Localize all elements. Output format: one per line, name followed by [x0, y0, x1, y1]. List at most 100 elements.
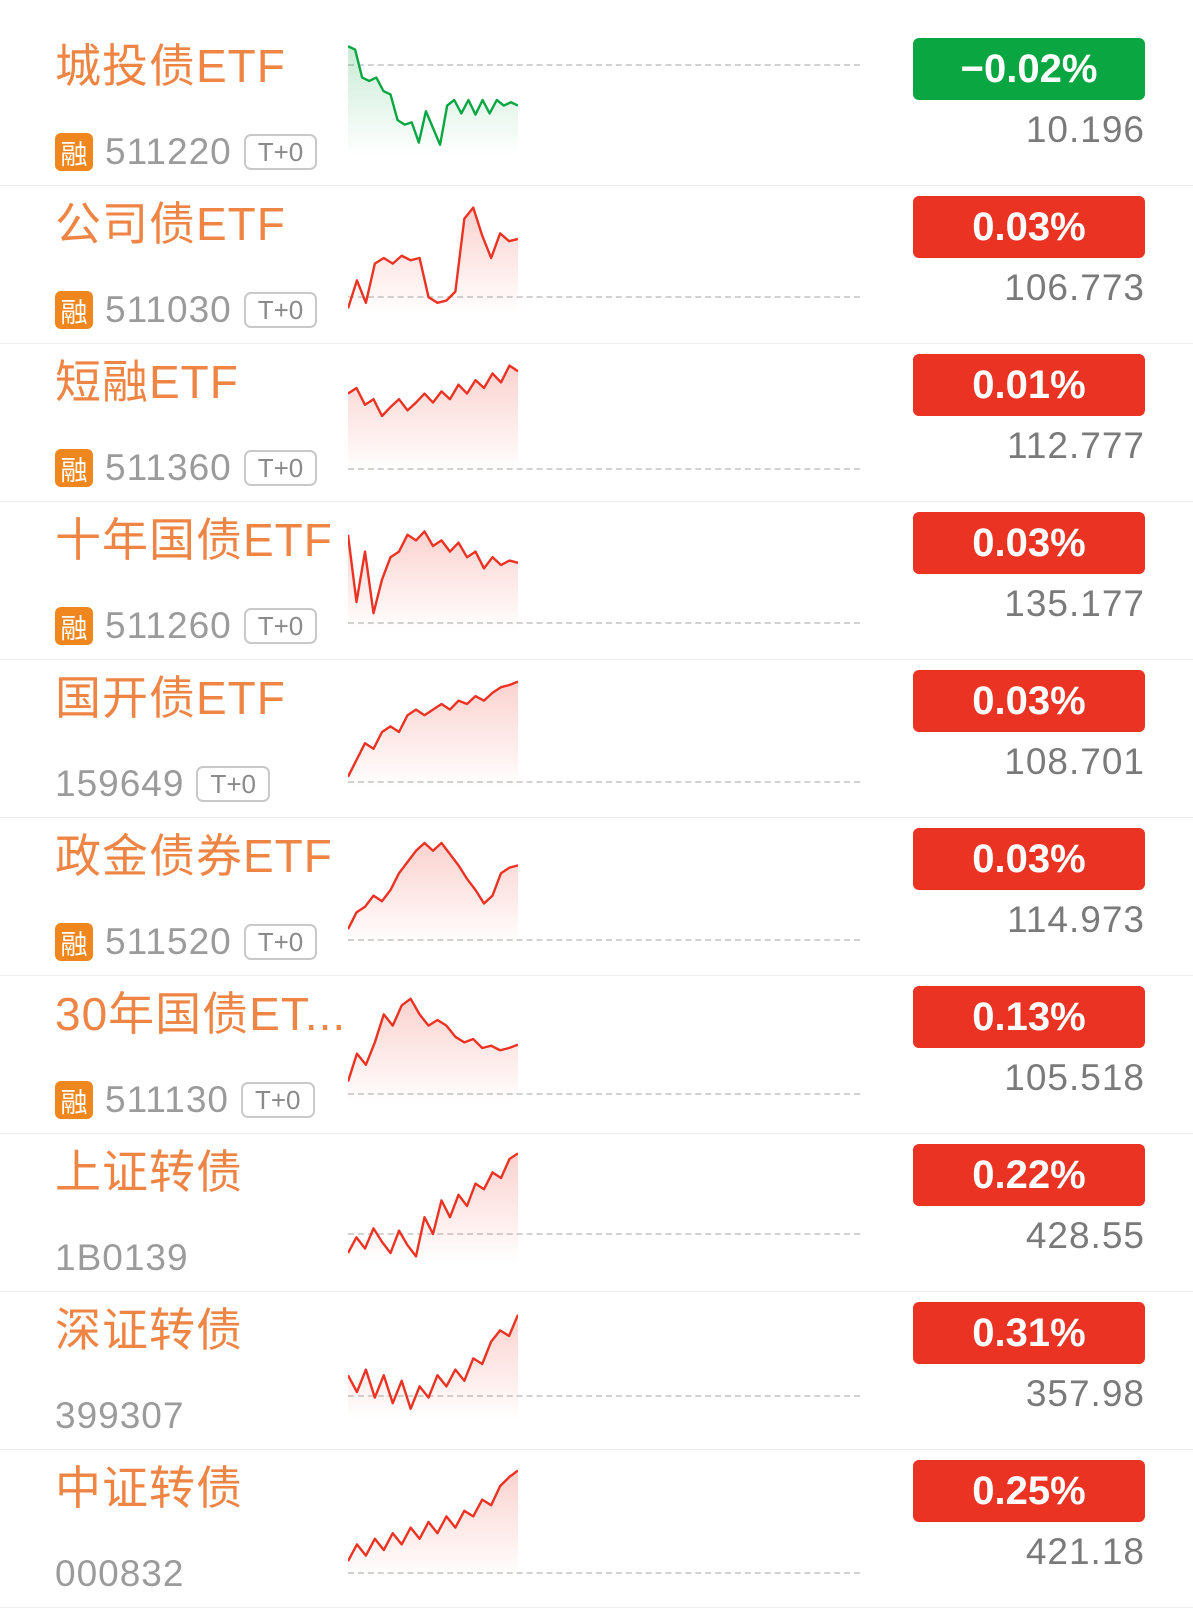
- t0-tag: T+0: [196, 765, 270, 803]
- etf-list-item[interactable]: 上证转债 1B0139 0.22% 428.55: [0, 1134, 1193, 1292]
- quote-block: 0.25% 421.18: [913, 1460, 1145, 1573]
- sparkline-area: [348, 660, 860, 817]
- etf-code: 511520: [105, 921, 232, 962]
- etf-list-item[interactable]: 短融ETF 融 511360 T+0 0.01% 112.777: [0, 344, 1193, 502]
- etf-list-item[interactable]: 30年国债ET... 融 511130 T+0 0.13% 105.518: [0, 976, 1193, 1134]
- etf-name: 政金债券ETF: [55, 830, 333, 882]
- change-badge[interactable]: 0.31%: [913, 1302, 1145, 1364]
- quote-block: 0.03% 106.773: [913, 196, 1145, 309]
- margin-badge: 融: [55, 923, 93, 961]
- sparkline-chart: [348, 202, 518, 314]
- quote-block: 0.03% 114.973: [913, 828, 1145, 941]
- t0-tag: T+0: [243, 133, 318, 171]
- etf-code: 000832: [55, 1553, 185, 1594]
- sparkline-area: [348, 1134, 860, 1291]
- margin-badge: 融: [55, 291, 93, 329]
- price-value: 108.701: [1004, 741, 1145, 782]
- etf-list-item[interactable]: 深证转债 399307 0.31% 357.98: [0, 1292, 1193, 1450]
- quote-block: −0.02% 10.196: [913, 38, 1145, 151]
- baseline-dash-line: [348, 1233, 860, 1235]
- etf-meta: 融 511130 T+0: [55, 1079, 315, 1121]
- quote-block: 0.03% 135.177: [913, 512, 1145, 625]
- sparkline-area: [348, 1450, 860, 1607]
- etf-list-item[interactable]: 十年国债ETF 融 511260 T+0 0.03% 135.177: [0, 502, 1193, 660]
- etf-meta: 1B0139: [55, 1237, 189, 1279]
- baseline-dash-line: [348, 622, 860, 624]
- etf-meta: 融 511360 T+0: [55, 447, 318, 489]
- sparkline-area: [348, 976, 860, 1133]
- price-value: 112.777: [1007, 425, 1145, 466]
- quote-block: 0.03% 108.701: [913, 670, 1145, 783]
- margin-badge: 融: [55, 133, 93, 171]
- price-value: 421.18: [1025, 1531, 1145, 1572]
- etf-code: 1B0139: [55, 1237, 189, 1278]
- margin-badge: 融: [55, 607, 93, 645]
- etf-code: 511130: [105, 1079, 229, 1120]
- etf-list-item[interactable]: 公司债ETF 融 511030 T+0 0.03% 106.773: [0, 186, 1193, 344]
- baseline-dash-line: [348, 1572, 860, 1574]
- change-badge[interactable]: 0.01%: [913, 354, 1145, 416]
- etf-meta: 159649 T+0: [55, 763, 270, 805]
- price-value: 114.973: [1007, 899, 1145, 940]
- etf-list-item[interactable]: 城投债ETF 融 511220 T+0 −0.02% 10.196: [0, 28, 1193, 186]
- etf-meta: 融 511260 T+0: [55, 605, 318, 647]
- etf-name: 短融ETF: [55, 356, 239, 408]
- baseline-dash-line: [348, 468, 860, 470]
- change-badge[interactable]: 0.03%: [913, 512, 1145, 574]
- price-value: 135.177: [1004, 583, 1145, 624]
- sparkline-chart: [348, 992, 518, 1104]
- etf-list-item[interactable]: 国开债ETF 159649 T+0 0.03% 108.701: [0, 660, 1193, 818]
- price-value: 428.55: [1025, 1215, 1145, 1256]
- sparkline-area: [348, 344, 860, 501]
- sparkline-chart: [348, 676, 518, 788]
- etf-name: 中证转债: [55, 1462, 243, 1514]
- change-badge[interactable]: −0.02%: [913, 38, 1145, 100]
- quote-block: 0.13% 105.518: [913, 986, 1145, 1099]
- sparkline-chart: [348, 518, 518, 630]
- baseline-dash-line: [348, 1093, 860, 1095]
- etf-list-item[interactable]: 政金债券ETF 融 511520 T+0 0.03% 114.973: [0, 818, 1193, 976]
- change-badge[interactable]: 0.03%: [913, 196, 1145, 258]
- sparkline-chart: [348, 44, 518, 156]
- change-badge[interactable]: 0.22%: [913, 1144, 1145, 1206]
- etf-meta: 000832: [55, 1553, 184, 1595]
- price-value: 357.98: [1025, 1373, 1145, 1414]
- sparkline-chart: [348, 1466, 518, 1578]
- sparkline-chart: [348, 1150, 518, 1262]
- baseline-dash-line: [348, 1395, 860, 1397]
- baseline-dash-line: [348, 939, 860, 941]
- baseline-dash-line: [348, 296, 860, 298]
- quote-block: 0.22% 428.55: [913, 1144, 1145, 1257]
- etf-list-item[interactable]: 中证转债 000832 0.25% 421.18: [0, 1450, 1193, 1608]
- price-value: 105.518: [1004, 1057, 1145, 1098]
- sparkline-area: [348, 186, 860, 343]
- baseline-dash-line: [348, 781, 860, 783]
- price-value: 106.773: [1004, 267, 1145, 308]
- t0-tag: T+0: [240, 1081, 315, 1119]
- etf-name: 上证转债: [55, 1146, 243, 1198]
- etf-meta: 399307: [55, 1395, 184, 1437]
- etf-meta: 融 511220 T+0: [55, 131, 318, 173]
- change-badge[interactable]: 0.03%: [913, 828, 1145, 890]
- etf-code: 511030: [105, 289, 232, 330]
- etf-code: 511260: [105, 605, 232, 646]
- margin-badge: 融: [55, 449, 93, 487]
- etf-code: 399307: [55, 1395, 185, 1436]
- change-badge[interactable]: 0.25%: [913, 1460, 1145, 1522]
- etf-name: 城投债ETF: [55, 40, 286, 92]
- etf-code: 511220: [105, 131, 232, 172]
- sparkline-chart: [348, 834, 518, 946]
- change-badge[interactable]: 0.13%: [913, 986, 1145, 1048]
- baseline-dash-line: [348, 64, 860, 66]
- etf-meta: 融 511520 T+0: [55, 921, 318, 963]
- etf-name: 公司债ETF: [55, 198, 286, 250]
- sparkline-area: [348, 502, 860, 659]
- etf-meta: 融 511030 T+0: [55, 289, 318, 331]
- t0-tag: T+0: [243, 291, 318, 329]
- etf-name: 国开债ETF: [55, 672, 286, 724]
- sparkline-area: [348, 818, 860, 975]
- sparkline-chart: [348, 1308, 518, 1420]
- etf-code: 511360: [105, 447, 232, 488]
- change-badge[interactable]: 0.03%: [913, 670, 1145, 732]
- etf-list: 城投债ETF 融 511220 T+0 −0.02% 10.196 公司债ETF…: [0, 28, 1193, 1608]
